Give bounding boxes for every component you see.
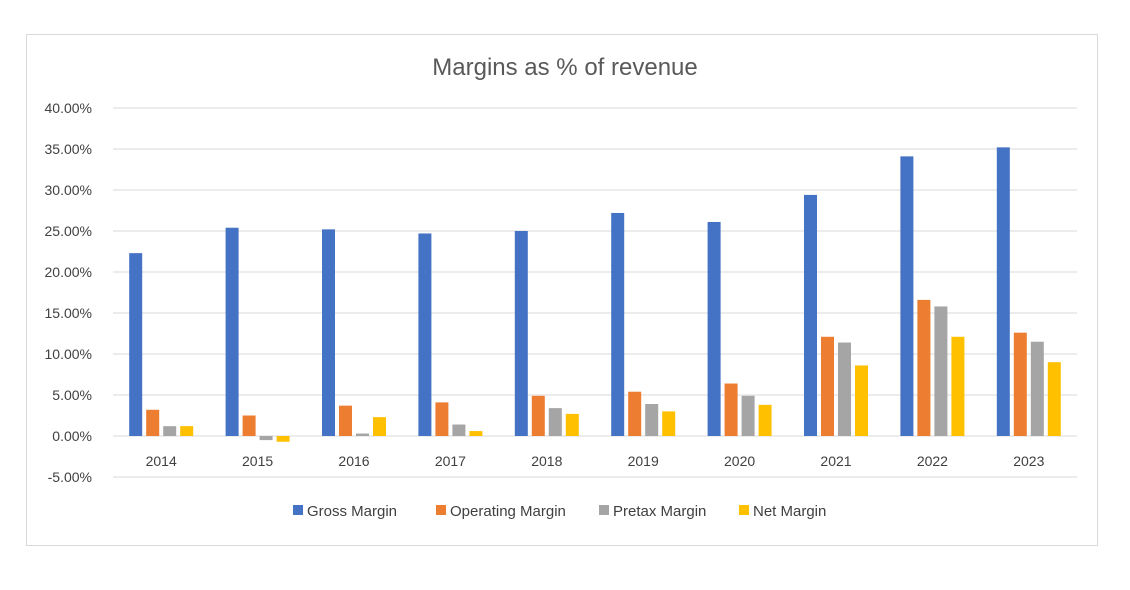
chart-area: Margins as % of revenue -5.00% 0.00% 5.00%… (26, 34, 1098, 546)
y-tick-label: 20.00% (45, 264, 92, 280)
bar-gross-margin-2021 (804, 194, 817, 436)
bar-operating-margin-2021 (821, 336, 834, 436)
bar-net-margin-2015 (276, 436, 290, 442)
bar-pretax-margin-2017 (452, 424, 466, 436)
bar-pretax-margin-2019 (645, 404, 659, 436)
x-tick-label: 2016 (338, 453, 369, 469)
bar-operating-margin-2018 (531, 395, 545, 436)
bar-net-margin-2018 (565, 413, 579, 436)
bar-net-margin-2017 (469, 431, 483, 436)
legend-swatch-operating-margin (436, 505, 446, 515)
y-tick-label: 40.00% (45, 100, 92, 116)
x-tick-label: 2023 (1013, 453, 1044, 469)
chart-title: Margins as % of revenue (432, 54, 697, 81)
legend-swatch-pretax-margin (599, 505, 609, 515)
bar-operating-margin-2019 (628, 391, 642, 436)
bar-operating-margin-2014 (146, 409, 160, 436)
bar-gross-margin-2020 (707, 221, 721, 436)
x-axis-ticks: 2014 2015 2016 2017 2018 2019 2020 2021 2022 2023 (146, 453, 1045, 469)
x-tick-label: 2014 (146, 453, 177, 469)
legend-swatch-net-margin (739, 505, 749, 515)
bar-gross-margin-2023 (996, 147, 1010, 437)
bar-net-margin-2019 (662, 411, 676, 436)
bar-pretax-margin-2023 (1030, 341, 1044, 436)
y-tick-label: 10.00% (45, 346, 92, 362)
bar-operating-margin-2017 (435, 402, 449, 436)
bar-net-margin-2016 (373, 417, 386, 436)
bar-operating-margin-2020 (724, 383, 738, 436)
bar-net-margin-2014 (180, 426, 194, 436)
x-tick-label: 2021 (820, 453, 851, 469)
bar-gross-margin-2017 (418, 233, 432, 436)
y-axis-ticks: -5.00% 0.00% 5.00% 10.00% 15.00% 20.00% 25.00%… (45, 100, 92, 485)
legend-label-pretax-margin: Pretax Margin (613, 503, 706, 520)
y-tick-label: 0.00% (52, 428, 92, 444)
legend: Gross Margin Operating Margin Pretax Margi… (293, 503, 826, 520)
legend-label-net-margin: Net Margin (753, 503, 826, 520)
x-tick-label: 2022 (917, 453, 948, 469)
y-tick-label: 30.00% (45, 182, 92, 198)
legend-label-gross-margin: Gross Margin (307, 503, 397, 520)
gridlines (113, 107, 1077, 478)
bar-operating-margin-2022 (917, 299, 931, 436)
bar-net-margin-2020 (758, 404, 772, 436)
bar-pretax-margin-2022 (934, 306, 948, 436)
bar-pretax-margin-2018 (548, 408, 562, 436)
bars (129, 147, 1061, 442)
bar-gross-margin-2015 (225, 227, 239, 436)
bar-pretax-margin-2021 (838, 342, 851, 436)
x-tick-label: 2017 (435, 453, 466, 469)
x-tick-label: 2015 (242, 453, 273, 469)
legend-swatch-gross-margin (293, 505, 303, 515)
bar-pretax-margin-2015 (259, 436, 273, 441)
bar-net-margin-2022 (951, 336, 965, 436)
bar-pretax-margin-2020 (741, 395, 755, 436)
x-tick-label: 2020 (724, 453, 755, 469)
x-tick-label: 2018 (531, 453, 562, 469)
bar-operating-margin-2015 (242, 415, 256, 436)
bar-gross-margin-2019 (611, 212, 625, 436)
bar-net-margin-2021 (855, 365, 868, 436)
bar-operating-margin-2023 (1013, 332, 1027, 436)
legend-label-operating-margin: Operating Margin (450, 503, 566, 520)
y-tick-label: 25.00% (45, 223, 92, 239)
x-tick-label: 2019 (628, 453, 659, 469)
y-tick-label: 15.00% (45, 305, 92, 321)
bar-pretax-margin-2014 (163, 426, 177, 436)
bar-gross-margin-2018 (514, 231, 528, 436)
bar-gross-margin-2016 (322, 229, 335, 436)
y-tick-label: -5.00% (48, 469, 92, 485)
y-tick-label: 5.00% (52, 387, 92, 403)
bar-pretax-margin-2016 (356, 433, 369, 436)
y-tick-label: 35.00% (45, 141, 92, 157)
bar-gross-margin-2022 (900, 156, 914, 436)
bar-net-margin-2023 (1047, 362, 1061, 436)
bar-gross-margin-2014 (129, 253, 143, 436)
chart-svg: Margins as % of revenue -5.00% 0.00% 5.00%… (45, 54, 1077, 520)
bar-operating-margin-2016 (339, 405, 352, 436)
